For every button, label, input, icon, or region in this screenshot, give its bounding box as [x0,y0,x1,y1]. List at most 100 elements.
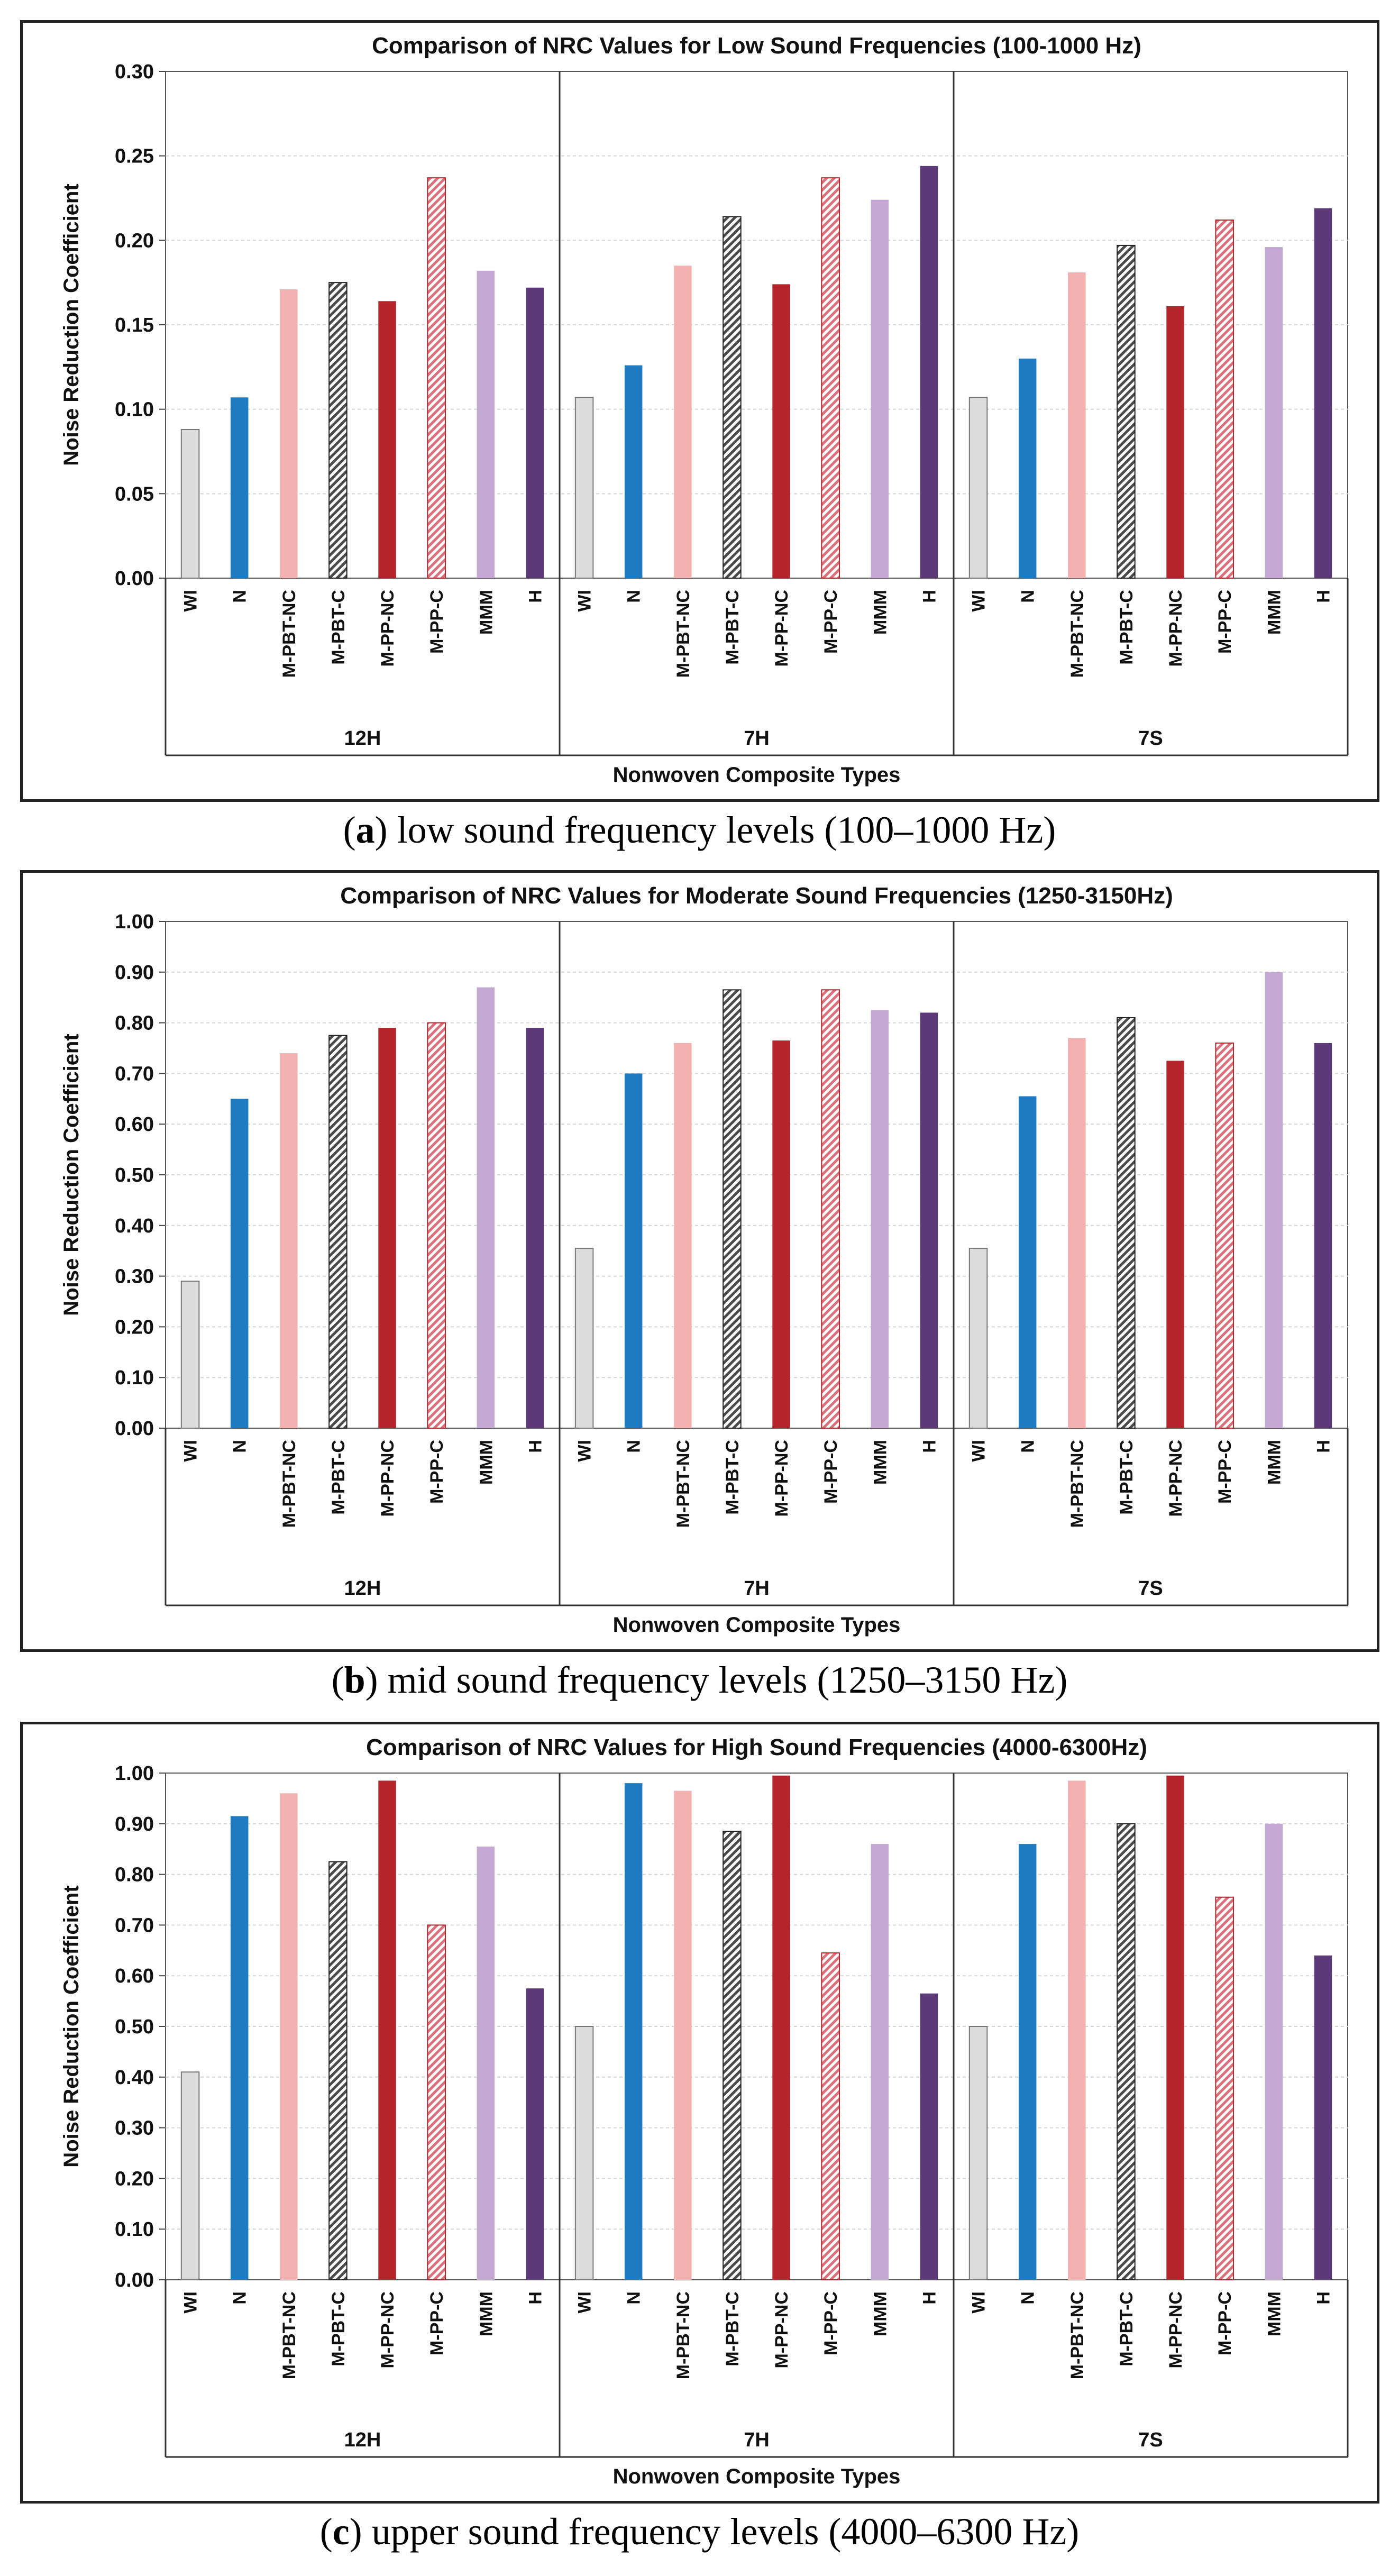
x-tick-label-7s-wi: WI [969,590,989,612]
bar-7h-h [920,1993,938,2280]
x-tick-label-7h-m-pp-nc: M-PP-NC [772,2291,792,2368]
y-tick-label: 0.50 [115,1164,154,1186]
x-tick-label-12h-m-pbt-nc: M-PBT-NC [279,2291,299,2379]
chart-svg-a: Comparison of NRC Values for Low Sound F… [60,33,1349,787]
bar-7s-h [1314,208,1332,578]
y-tick-label: 0.00 [115,568,154,590]
x-tick-label-7s-mmm: MMM [1264,1440,1284,1485]
bar-12h-m-pbt-c [328,1035,348,1429]
bar-7s-m-pbt-c [1117,1017,1136,1429]
x-tick-label-7h-m-pbt-c: M-PBT-C [723,590,743,665]
bar-7h-h [920,1012,938,1428]
x-tick-label-12h-wi: WI [181,1440,201,1462]
x-axis-title: Nonwoven Composite Types [613,2465,901,2488]
bar-7s-m-pbt-nc [1068,1780,1086,2280]
bar-7h-mmm [871,1010,889,1428]
bar-7s-h [1314,1955,1332,2280]
bar-12h-wi [180,428,200,579]
x-tick-label-7h-wi: WI [575,1440,595,1462]
x-tick-label-7s-m-pbt-c: M-PBT-C [1117,1440,1137,1515]
bar-7s-n [1018,358,1037,578]
y-tick-label: 0.15 [115,314,154,336]
bar-12h-h [526,287,544,578]
caption-c-letter: c [332,2510,350,2553]
x-tick-label-7h-m-pp-c: M-PP-C [821,1440,841,1504]
bar-7h-wi [574,397,594,579]
y-tick-label: 0.10 [115,1367,154,1389]
bar-7s-m-pbt-nc [1068,1038,1086,1428]
bar-7s-m-pbt-c [1117,1823,1136,2281]
bar-7h-m-pp-nc [772,1040,790,1428]
y-tick-label: 0.60 [115,1965,154,1987]
bar-7s-m-pp-c [1215,1896,1234,2280]
x-tick-label-7s-mmm: MMM [1264,590,1284,635]
x-tick-label-12h-m-pp-nc: M-PP-NC [378,2291,398,2368]
x-tick-label-7s-m-pbt-nc: M-PBT-NC [1067,590,1087,678]
y-tick-label: 0.80 [115,1864,154,1886]
chart-panel-b: Comparison of NRC Values for Moderate So… [20,870,1379,1652]
x-tick-label-12h-m-pbt-c: M-PBT-C [328,1440,349,1515]
y-tick-label: 0.20 [115,1316,154,1338]
bar-7h-wi [574,1247,594,1429]
group-label-12h: 12H [344,1577,381,1600]
bar-7h-m-pbt-nc [674,266,692,578]
y-tick-label: 0.70 [115,1063,154,1085]
bar-7h-m-pp-c [821,1952,840,2280]
x-tick-label-7s-m-pbt-c: M-PBT-C [1117,590,1137,665]
group-label-12h: 12H [344,2429,381,2451]
bar-7h-m-pbt-c [723,216,742,579]
bar-7s-m-pp-nc [1166,1775,1184,2280]
y-tick-label: 1.00 [115,1762,154,1785]
group-label-7h: 7H [744,727,770,750]
x-tick-label-12h-mmm: MMM [476,590,496,635]
x-tick-label-7s-h: H [1313,1440,1333,1453]
bar-7s-mmm [1265,1823,1283,2280]
x-tick-label-7h-m-pp-c: M-PP-C [821,2291,841,2355]
bar-7h-m-pp-c [821,177,840,579]
x-tick-label-7s-h: H [1313,2291,1333,2305]
bar-7h-h [920,166,938,578]
x-tick-label-12h-m-pp-nc: M-PP-NC [378,590,398,666]
bar-12h-h [526,1988,544,2280]
y-tick-label: 0.20 [115,230,154,252]
chart-panel-c: Comparison of NRC Values for High Sound … [20,1722,1379,2504]
y-tick-label: 0.00 [115,1418,154,1440]
y-tick-label: 0.90 [115,962,154,984]
x-tick-label-12h-m-pbt-nc: M-PBT-NC [279,1440,299,1528]
x-tick-label-7s-m-pp-nc: M-PP-NC [1166,590,1186,666]
bar-7s-wi [968,2026,988,2280]
x-tick-label-7s-n: N [1018,1440,1038,1453]
bar-12h-m-pp-c [427,177,446,579]
bar-12h-m-pp-c [427,1924,446,2280]
bar-7s-h [1314,1043,1332,1428]
x-tick-label-12h-wi: WI [181,2291,201,2314]
bar-12h-m-pbt-c [328,282,348,579]
y-tick-label: 0.40 [115,2067,154,2089]
bar-7h-mmm [871,199,889,578]
bar-7h-wi [574,2026,594,2280]
bar-12h-n [230,1816,249,2280]
chart-svg-c: Comparison of NRC Values for High Sound … [60,1734,1349,2488]
x-tick-label-7s-m-pbt-c: M-PBT-C [1117,2291,1137,2367]
y-tick-label: 0.70 [115,1914,154,1936]
x-tick-label-7h-m-pbt-c: M-PBT-C [723,2291,743,2367]
x-tick-label-7h-m-pbt-nc: M-PBT-NC [673,2291,693,2379]
caption-b-letter: b [344,1659,365,1701]
x-tick-label-7h-m-pbt-nc: M-PBT-NC [673,1440,693,1528]
x-tick-label-7h-h: H [919,590,939,603]
x-tick-label-7s-n: N [1018,590,1038,603]
bar-7h-mmm [871,1844,889,2280]
x-tick-label-12h-m-pbt-c: M-PBT-C [328,590,349,665]
bar-7s-wi [968,1247,988,1429]
x-tick-label-12h-wi: WI [181,590,201,612]
y-tick-label: 0.50 [115,2016,154,2038]
x-tick-label-7h-n: N [624,590,644,603]
bar-12h-m-pp-nc [378,1780,396,2280]
x-tick-label-12h-mmm: MMM [476,1440,496,1485]
y-tick-label: 1.00 [115,911,154,933]
x-tick-label-7h-m-pbt-c: M-PBT-C [723,1440,743,1515]
y-tick-label: 0.90 [115,1813,154,1835]
x-axis-title: Nonwoven Composite Types [613,763,901,787]
x-tick-label-12h-m-pp-c: M-PP-C [427,2291,447,2355]
bar-7s-m-pp-nc [1166,1061,1184,1428]
